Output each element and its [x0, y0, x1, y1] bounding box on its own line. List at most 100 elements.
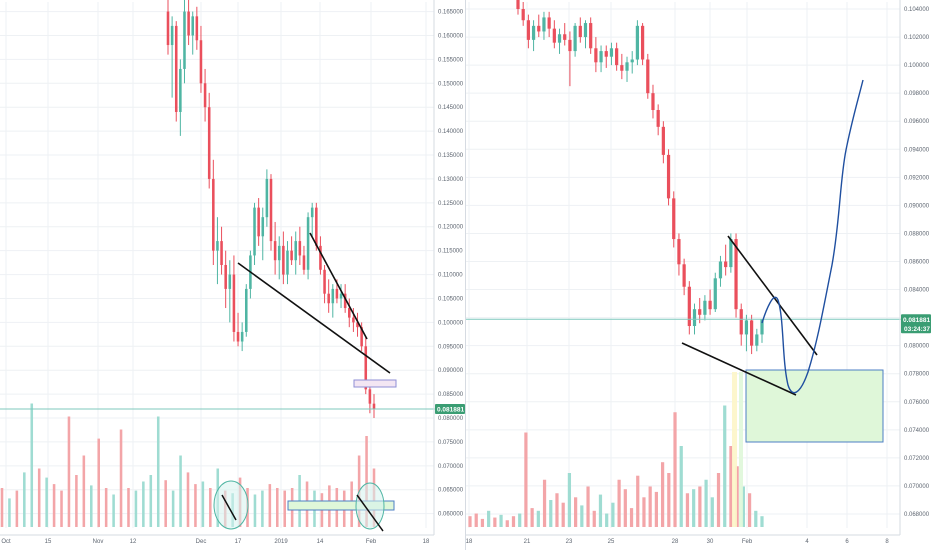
- candle-body: [578, 25, 582, 38]
- time-axis-tick-label: Feb: [742, 539, 753, 545]
- volume-bar: [142, 481, 145, 527]
- volume-bar: [536, 510, 540, 527]
- candle-body: [232, 274, 236, 332]
- time-axis-tick-label: 23: [566, 539, 573, 545]
- candle: [620, 53, 624, 80]
- volume-bar: [164, 480, 167, 527]
- price-axis-tick-label: 0.085000: [438, 392, 464, 398]
- volume-bar: [97, 438, 100, 527]
- candle: [646, 53, 650, 99]
- volume-bar: [729, 446, 733, 527]
- volume-bar: [654, 491, 658, 527]
- candle: [542, 11, 546, 40]
- volume-bar: [567, 473, 572, 527]
- volume-bar: [673, 412, 677, 527]
- candle-body: [368, 389, 372, 404]
- volume-bar: [754, 510, 758, 527]
- volume-bar: [549, 500, 553, 527]
- candle: [760, 319, 764, 343]
- candles: [516, 0, 764, 355]
- candle: [207, 92, 211, 189]
- volume-bar: [648, 486, 652, 527]
- candle: [277, 236, 281, 280]
- candle: [360, 322, 363, 352]
- volume-bar: [104, 488, 108, 527]
- candle-body: [599, 51, 603, 63]
- volume-bar: [134, 490, 138, 527]
- right-candlestick-chart[interactable]: 0.104000 0.102000 0.100000 0.098000 0.096000…: [466, 0, 932, 550]
- candle: [666, 149, 671, 206]
- candle-body: [739, 309, 743, 335]
- candle-body: [521, 9, 525, 21]
- candle: [302, 245, 306, 275]
- candle: [216, 217, 219, 285]
- candle: [203, 68, 207, 122]
- price-axis-tick-label: 0.120000: [438, 225, 464, 231]
- price-axis-tick-label: 0.110000: [438, 273, 463, 279]
- candle: [604, 45, 608, 68]
- candle: [261, 207, 265, 261]
- candle: [310, 202, 314, 237]
- volume-bar: [283, 490, 286, 527]
- volume-bar: [623, 489, 627, 527]
- volume-bar: [555, 493, 559, 527]
- volume-trendline: [221, 494, 237, 521]
- candle: [557, 28, 562, 54]
- candle-body: [537, 25, 541, 32]
- time-axis-tick-label: 6: [845, 539, 849, 545]
- candle-body: [199, 40, 203, 84]
- candle: [573, 23, 577, 57]
- volume-bar: [8, 498, 11, 527]
- candle-body: [594, 48, 598, 63]
- volume-bar: [667, 473, 671, 527]
- time-highlight-band: [732, 372, 737, 527]
- volume-bar: [119, 429, 123, 527]
- volume-bar: [685, 493, 690, 527]
- volume-bar: [179, 455, 182, 527]
- volume-bar: [186, 472, 190, 527]
- volume-bar: [82, 455, 86, 527]
- price-axis-tick-label: 0.060000: [438, 512, 464, 518]
- volume-bar: [194, 484, 197, 527]
- candle-body: [750, 320, 754, 346]
- candle: [708, 289, 712, 315]
- volume-bar: [268, 484, 272, 527]
- time-highlight-band: [739, 372, 743, 527]
- candle: [224, 250, 227, 309]
- candle-body: [212, 178, 215, 251]
- price-axis-tick-label: 0.074000: [904, 428, 930, 434]
- volume-bar: [75, 475, 78, 527]
- time-axis-tick-label: 4: [805, 539, 809, 545]
- candle: [526, 14, 530, 49]
- price-axis-tick-label: 0.098000: [904, 91, 930, 97]
- candle: [245, 284, 248, 337]
- current-price-tag: [435, 404, 465, 415]
- left-candlestick-chart[interactable]: 0.165000 0.160000 0.155000 0.150000 0.145000…: [0, 0, 465, 550]
- price-axis-tick-label: 0.072000: [904, 456, 930, 462]
- candle-body: [269, 178, 273, 242]
- candle-body: [191, 16, 194, 36]
- candle: [739, 303, 743, 346]
- left-chart-panel[interactable]: 0.165000 0.160000 0.155000 0.150000 0.145000…: [0, 0, 466, 550]
- volume-bar: [276, 488, 279, 527]
- right-drawings: [681, 79, 884, 527]
- candle: [240, 322, 244, 352]
- volume-bar: [15, 490, 19, 527]
- volume-bar: [723, 405, 727, 527]
- candle-body: [310, 207, 314, 218]
- time-axis-tick-label: 30: [707, 539, 714, 545]
- volume-bar: [171, 490, 175, 527]
- candle-body: [713, 278, 717, 310]
- price-axis-tick-label: 0.090000: [438, 368, 464, 374]
- candle: [537, 14, 541, 38]
- candle: [625, 56, 629, 82]
- support-trendline: [237, 262, 391, 374]
- volume-bar: [735, 466, 739, 527]
- candle-body: [315, 207, 318, 246]
- candle-body: [698, 309, 702, 315]
- volume-highlight-ellipse: [355, 482, 385, 530]
- price-axis-tick-label: 0.094000: [904, 147, 930, 153]
- price-axis-tick-label: 0.090000: [904, 203, 930, 209]
- candle: [724, 244, 728, 276]
- right-chart-panel[interactable]: 0.104000 0.102000 0.100000 0.098000 0.096000…: [466, 0, 932, 550]
